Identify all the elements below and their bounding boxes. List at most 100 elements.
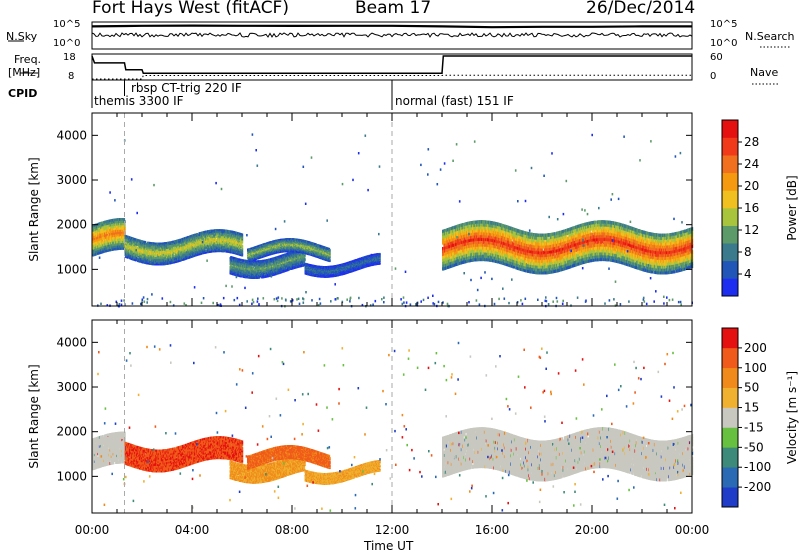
- power-range-cell: [116, 233, 119, 237]
- nave-series-line: [92, 74, 692, 80]
- power-range-cell: [135, 244, 137, 248]
- power-range-cell: [202, 233, 204, 236]
- power-range-cell: [218, 248, 221, 251]
- power-range-cell: [152, 245, 154, 248]
- power-range-cell: [217, 240, 219, 243]
- power-range-cell: [146, 260, 149, 263]
- power-range-cell: [108, 239, 111, 243]
- power-range-cell: [154, 253, 157, 256]
- power-range-cell: [103, 229, 106, 233]
- power-range-cell: [166, 248, 169, 251]
- power-range-cell: [137, 240, 139, 243]
- power-range-cell: [225, 248, 227, 251]
- power-range-cell: [206, 243, 209, 246]
- power-range-cell: [212, 245, 215, 248]
- power-range-cell: [194, 233, 197, 236]
- power-range-cell: [134, 239, 137, 243]
- power-range-cell: [219, 249, 222, 253]
- power-range-cell: [178, 242, 181, 245]
- power-range-cell: [169, 246, 172, 249]
- power-range-cell: [133, 247, 136, 250]
- power-range-cell: [97, 227, 100, 230]
- power-range-cell: [153, 242, 156, 245]
- power-range-cell: [167, 257, 170, 260]
- freq-series-line: [91, 55, 692, 75]
- power-range-cell: [180, 259, 182, 262]
- power-range-cell: [108, 228, 111, 232]
- power-range-cell: [121, 229, 124, 232]
- power-range-cell: [163, 250, 166, 253]
- power-range-cell: [120, 242, 123, 246]
- power-range-cell: [223, 250, 226, 253]
- power-range-cell: [98, 240, 101, 244]
- power-range-cell: [170, 250, 172, 253]
- power-range-cell: [187, 255, 190, 258]
- power-range-cell: [224, 242, 227, 245]
- power-range-cell: [130, 255, 132, 259]
- power-range-cell: [195, 252, 197, 255]
- power-range-cell: [139, 260, 142, 263]
- power-range-cell: [203, 248, 206, 251]
- power-range-cell: [221, 229, 224, 232]
- power-range-cell: [174, 249, 177, 252]
- power-range-cell: [212, 232, 214, 235]
- power-range-cell: [169, 244, 172, 247]
- power-range-cell: [127, 256, 129, 259]
- power-range-cell: [207, 242, 210, 246]
- power-range-cell: [147, 241, 149, 244]
- power-range-cell: [92, 235, 94, 239]
- power-range-cell: [117, 231, 119, 235]
- power-range-cell: [208, 233, 211, 236]
- power-range-cell: [136, 253, 139, 256]
- power-range-cell: [205, 251, 208, 254]
- power-range-cell: [214, 234, 217, 237]
- power-range-cell: [123, 235, 126, 239]
- power-range-cell: [183, 248, 186, 251]
- power-range-cell: [206, 231, 209, 235]
- power-range-cell: [105, 227, 107, 230]
- power-range-cell: [171, 252, 174, 255]
- power-range-cell: [149, 262, 152, 265]
- power-range-cell: [169, 241, 172, 244]
- power-range-cell: [96, 243, 99, 247]
- power-range-cell: [203, 245, 206, 248]
- power-range-cell: [222, 238, 225, 242]
- power-range-cell: [178, 255, 181, 258]
- power-range-cell: [169, 255, 172, 258]
- power-range-cell: [167, 262, 170, 265]
- power-range-cell: [143, 245, 146, 248]
- power-range-cell: [143, 255, 146, 258]
- power-range-cell: [98, 242, 101, 246]
- power-range-cell: [155, 261, 158, 264]
- power-range-cell: [226, 242, 229, 245]
- power-range-cell: [110, 230, 112, 234]
- power-range-cell: [175, 243, 178, 246]
- power-range-cell: [199, 243, 202, 246]
- power-range-cell: [185, 257, 188, 260]
- power-range-cell: [171, 242, 174, 245]
- power-range-cell: [95, 234, 98, 238]
- power-range-cell: [101, 221, 104, 225]
- power-range-cell: [194, 243, 197, 246]
- power-range-cell: [95, 252, 98, 256]
- power-range-cell: [220, 243, 222, 246]
- power-range-cell: [123, 226, 126, 230]
- power-plot-background: [92, 113, 692, 306]
- power-range-cell: [127, 254, 129, 258]
- power-range-cell: [118, 236, 121, 239]
- power-range-cell: [226, 250, 229, 253]
- power-range-cell: [126, 251, 129, 254]
- power-range-cell: [207, 235, 209, 238]
- power-range-cell: [102, 250, 104, 254]
- power-range-cell: [139, 239, 142, 242]
- power-range-cell: [119, 247, 122, 250]
- power-range-cell: [213, 246, 216, 250]
- power-range-cell: [191, 250, 194, 253]
- power-range-cell: [113, 243, 116, 246]
- power-range-cell: [193, 245, 196, 248]
- power-range-cell: [162, 255, 165, 258]
- power-range-cell: [112, 227, 115, 231]
- power-range-cell: [101, 239, 104, 243]
- power-range-cell: [227, 249, 229, 252]
- power-range-cell: [176, 250, 179, 253]
